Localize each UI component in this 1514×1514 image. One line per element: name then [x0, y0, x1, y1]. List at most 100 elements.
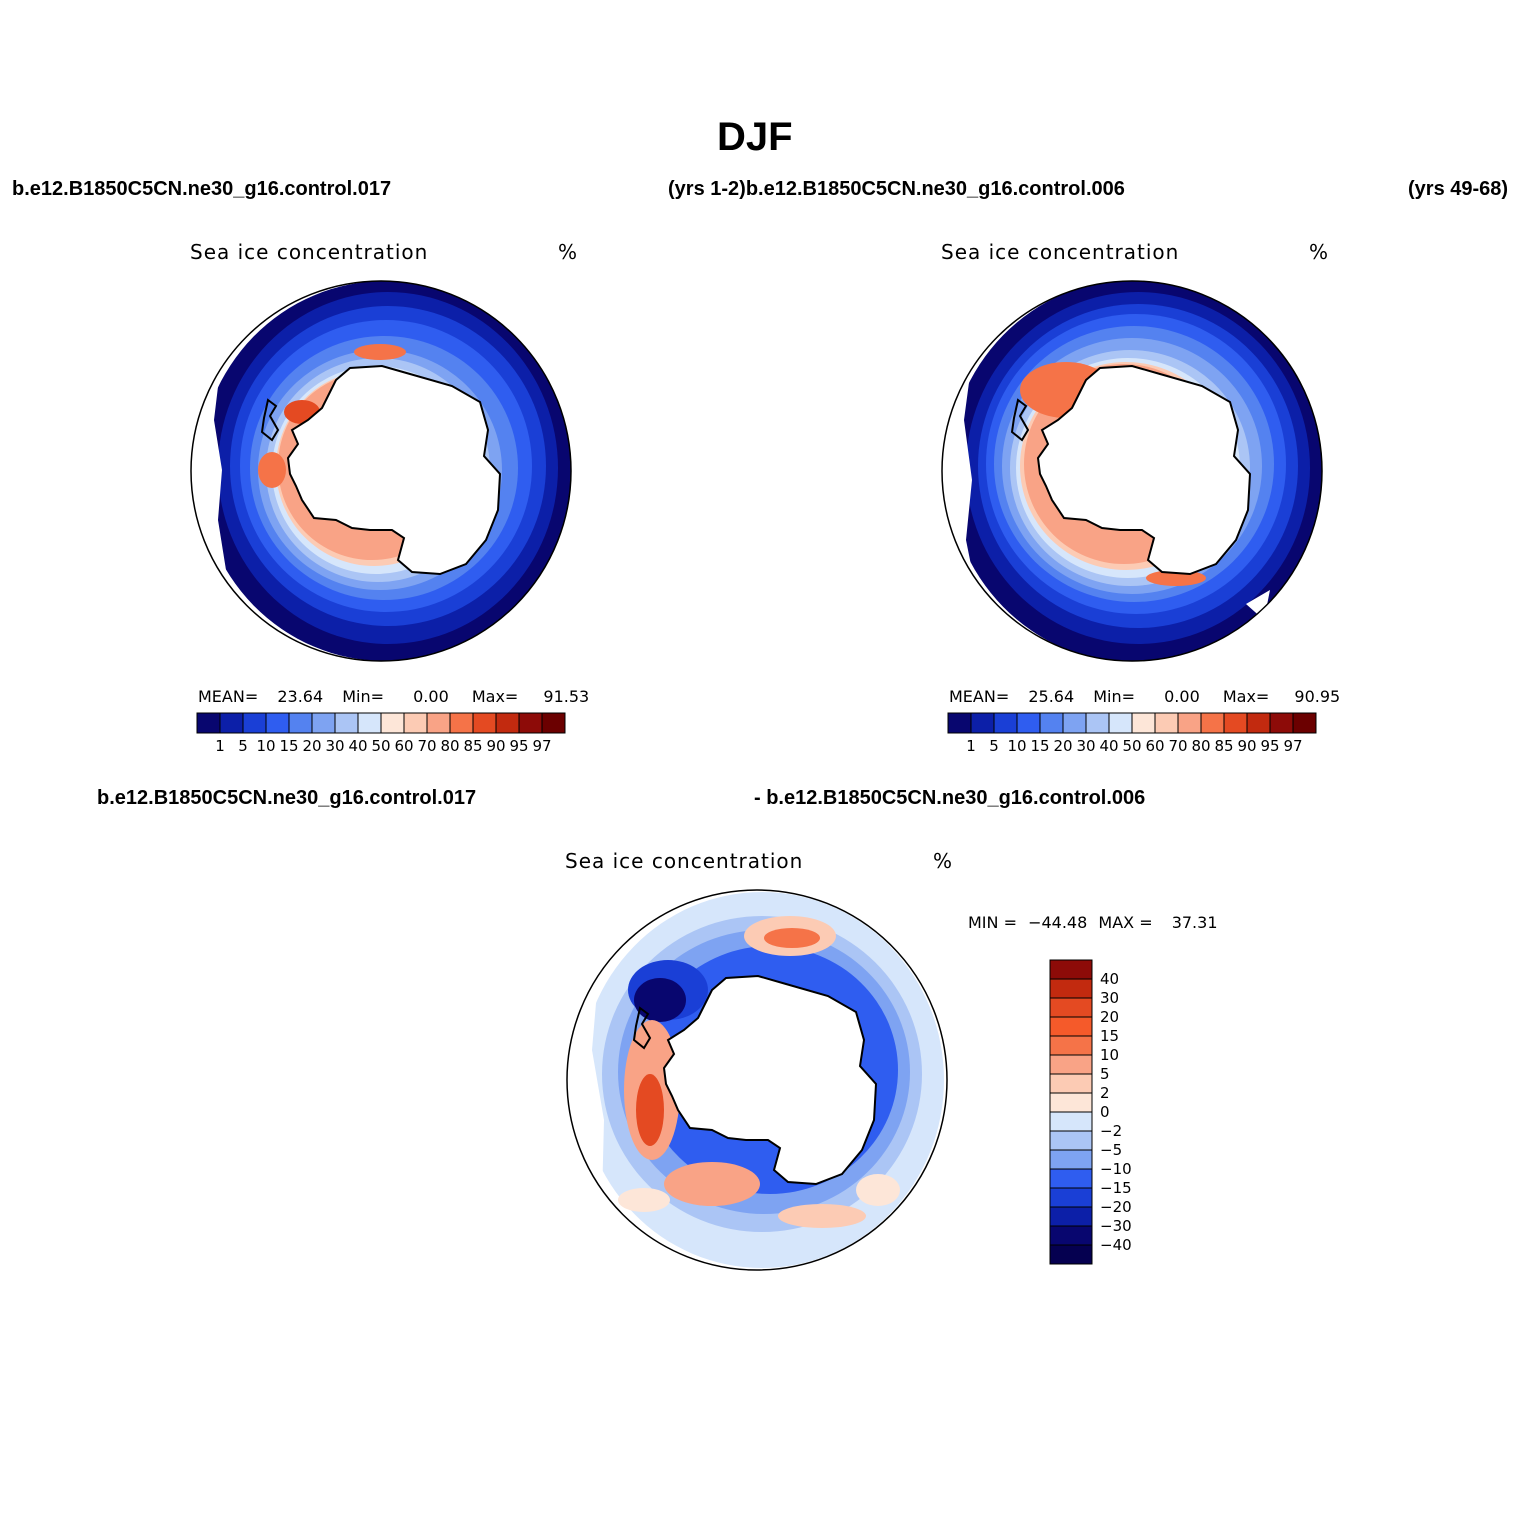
colorbar-tick-label: 70	[1168, 737, 1187, 755]
colorbar-swatch	[196, 712, 221, 734]
colorbar-swatch	[1049, 1130, 1093, 1151]
mean-value: 23.64	[277, 687, 324, 706]
panel-1-units: %	[558, 240, 579, 264]
colorbar-swatch	[1049, 1016, 1093, 1037]
colorbar-swatch	[1016, 712, 1041, 734]
colorbar-tick-label: 97	[532, 737, 551, 755]
colorbar-swatch	[1039, 712, 1064, 734]
colorbar-tick-label: 30	[325, 737, 344, 755]
colorbar-tick-label: 90	[1237, 737, 1256, 755]
colorbar-swatch	[1049, 978, 1093, 999]
colorbar-swatch	[265, 712, 290, 734]
colorbar-tick-label: 15	[1100, 1027, 1119, 1045]
colorbar-swatch	[1049, 1092, 1093, 1113]
colorbar-swatch	[426, 712, 451, 734]
colorbar-tick-label: 80	[440, 737, 459, 755]
colorbar-tick-label: 85	[1214, 737, 1233, 755]
panel-2-stats: MEAN= 25.64 Min= 0.00 Max= 90.95	[949, 687, 1340, 706]
colorbar-swatch	[1049, 1111, 1093, 1132]
panel-3-units: %	[933, 849, 954, 873]
panel-2-units: %	[1309, 240, 1330, 264]
map-panel-3	[567, 890, 947, 1270]
colorbar-swatch	[518, 712, 543, 734]
case-title-top-left: b.e12.B1850C5CN.ne30_g16.control.017	[12, 178, 392, 200]
colorbar-swatch	[1200, 712, 1225, 734]
colorbar-swatch	[1049, 1035, 1093, 1056]
panel-3-label: Sea ice concentration	[565, 849, 804, 873]
colorbar-tick-label: −30	[1100, 1217, 1132, 1235]
case-title-bottom-left: b.e12.B1850C5CN.ne30_g16.control.017	[97, 787, 477, 809]
map-2-border	[941, 280, 1323, 662]
colorbar-tick-label: 5	[1100, 1065, 1110, 1083]
colorbar-tick-label: 60	[394, 737, 413, 755]
colorbar-tick-label: 50	[1122, 737, 1141, 755]
colorbar-swatch	[1049, 1073, 1093, 1094]
colorbar-tick-label: 95	[509, 737, 528, 755]
min-label: Min=	[342, 687, 385, 706]
panel-3-stats: MIN = −44.48 MAX = 37.31	[968, 913, 1218, 932]
colorbar-swatch	[993, 712, 1018, 734]
max-label: Max=	[1222, 687, 1270, 706]
colorbar-swatch	[495, 712, 520, 734]
colorbar-tick-label: 70	[417, 737, 436, 755]
colorbar-swatch	[311, 712, 336, 734]
max-label: MAX =	[1098, 913, 1153, 932]
colorbar-swatch	[219, 712, 244, 734]
colorbar-swatch	[970, 712, 995, 734]
colorbar-tick-label: 40	[1099, 737, 1118, 755]
colorbar-swatch	[449, 712, 474, 734]
mean-label: MEAN=	[198, 687, 259, 706]
colorbar-tick-label: 1	[215, 737, 225, 755]
colorbar-tick-label: 15	[1030, 737, 1049, 755]
colorbar-swatch	[334, 712, 359, 734]
colorbar-tick-label: 10	[1100, 1046, 1119, 1064]
colorbar-tick-label: 80	[1191, 737, 1210, 755]
min-value: −44.48	[1028, 913, 1088, 932]
case-title-bottom-right: - b.e12.B1850C5CN.ne30_g16.control.006	[754, 787, 1146, 809]
colorbar-swatch	[242, 712, 267, 734]
figure-title: DJF	[717, 115, 793, 159]
colorbar-swatch	[1049, 1149, 1093, 1170]
panel-1-label: Sea ice concentration	[190, 240, 429, 264]
colorbar-tick-label: 50	[371, 737, 390, 755]
colorbar-swatch	[1049, 1206, 1093, 1227]
colorbar-tick-label: 20	[1100, 1008, 1119, 1026]
colorbar-tick-label: −15	[1100, 1179, 1132, 1197]
colorbar-tick-label: −5	[1100, 1141, 1122, 1159]
colorbar-swatch	[1223, 712, 1248, 734]
colorbar-tick-label: 40	[1100, 970, 1119, 988]
map-panel-1	[191, 281, 571, 661]
colorbar-tick-label: 40	[348, 737, 367, 755]
colorbar-swatch	[1049, 1244, 1093, 1265]
colorbar-tick-label: −2	[1100, 1122, 1122, 1140]
colorbar-tick-label: 95	[1260, 737, 1279, 755]
colorbar-tick-label: 20	[302, 737, 321, 755]
case-title-top-right: (yrs 49-68)	[1408, 178, 1509, 200]
min-label: MIN =	[968, 913, 1017, 932]
colorbar-swatch	[947, 712, 972, 734]
mean-value: 25.64	[1028, 687, 1075, 706]
min-value: 0.00	[1164, 687, 1200, 706]
colorbar-tick-label: −20	[1100, 1198, 1132, 1216]
colorbar-tick-label: 20	[1053, 737, 1072, 755]
colorbar-swatch	[1049, 1225, 1093, 1246]
max-value: 37.31	[1171, 913, 1218, 932]
colorbar-tick-label: 2	[1100, 1084, 1110, 1102]
map-3-border	[566, 889, 948, 1271]
max-value: 90.95	[1294, 687, 1341, 706]
colorbar-swatch	[288, 712, 313, 734]
min-label: Min=	[1093, 687, 1136, 706]
colorbar-panel-2: 1 5 10 15 20 30 40 50 60 70 80 85 90 95 97	[947, 712, 1317, 755]
colorbar-tick-label: 85	[463, 737, 482, 755]
map-panel-2	[942, 281, 1322, 661]
colorbar-swatch	[380, 712, 405, 734]
colorbar-swatch	[1049, 997, 1093, 1018]
colorbar-tick-label: 5	[238, 737, 248, 755]
max-value: 91.53	[543, 687, 590, 706]
colorbar-swatch	[1049, 1054, 1093, 1075]
colorbar-swatch	[1246, 712, 1271, 734]
map-1-border	[190, 280, 572, 662]
colorbar-tick-label: 60	[1145, 737, 1164, 755]
